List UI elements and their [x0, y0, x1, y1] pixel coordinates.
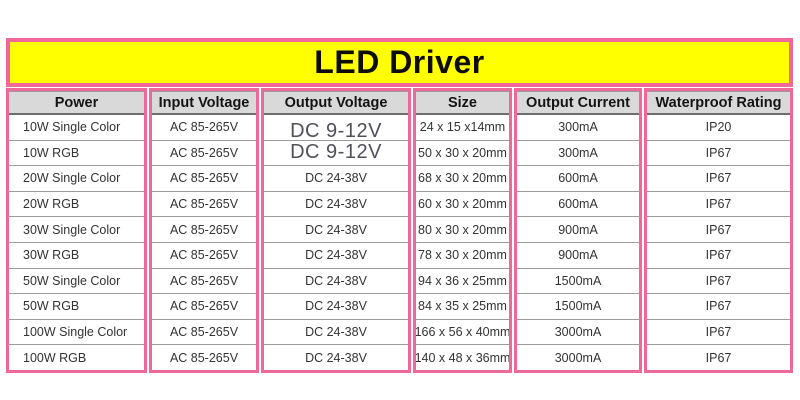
column-input_voltage: Input Voltage AC 85-265V AC 85-265V AC 85-2… — [149, 88, 259, 373]
cell-output_voltage: DC 24-38V — [264, 294, 408, 320]
page-title: LED Driver — [314, 44, 485, 80]
column-header-size: Size — [416, 91, 509, 115]
cell-input_voltage: AC 85-265V — [152, 294, 256, 320]
column-header-output_current: Output Current — [517, 91, 639, 115]
cell-output_current: 3000mA — [517, 320, 639, 346]
cell-waterproof: IP67 — [647, 294, 790, 320]
column-header-input_voltage: Input Voltage — [152, 91, 256, 115]
cell-input_voltage: AC 85-265V — [152, 166, 256, 192]
cell-power: 50W RGB — [9, 294, 144, 320]
cell-size: 78 x 30 x 20mm — [416, 243, 509, 269]
cell-input_voltage: AC 85-265V — [152, 217, 256, 243]
column-size: Size 24 x 15 x14mm 50 x 30 x 20mm 68 x 30 x… — [413, 88, 512, 373]
spec-table: Power 10W Single Color 10W RGB 20W Single C… — [6, 88, 793, 373]
cell-power: 30W Single Color — [9, 217, 144, 243]
cell-output_current: 300mA — [517, 141, 639, 167]
cell-power: 50W Single Color — [9, 269, 144, 295]
cell-input_voltage: AC 85-265V — [152, 320, 256, 346]
cell-output_voltage: DC 24-38V — [264, 269, 408, 295]
cell-output_voltage: DC 24-38V — [264, 243, 408, 269]
column-output_current: Output Current 300mA 300mA 600mA 600mA 900mA 9… — [514, 88, 642, 373]
column-header-waterproof: Waterproof Rating — [647, 91, 790, 115]
cell-waterproof: IP67 — [647, 166, 790, 192]
cell-output_current: 900mA — [517, 243, 639, 269]
cell-waterproof: IP67 — [647, 217, 790, 243]
cell-size: 80 x 30 x 20mm — [416, 217, 509, 243]
cell-output_voltage: DC 9-12V — [264, 141, 408, 167]
cell-size: 60 x 30 x 20mm — [416, 192, 509, 218]
cell-power: 20W Single Color — [9, 166, 144, 192]
column-waterproof: Waterproof Rating IP20 IP67 IP67 IP67 IP67 IP6… — [644, 88, 793, 373]
cell-power: 100W RGB — [23, 350, 87, 365]
cell-power: 20W RGB — [9, 192, 144, 218]
cell-waterproof: IP67 — [647, 141, 790, 167]
cell-size: 94 x 36 x 25mm — [416, 269, 509, 295]
cell-input_voltage: AC 85-265V — [152, 269, 256, 295]
cell-size: 68 x 30 x 20mm — [416, 166, 509, 192]
column-power: Power 10W Single Color 10W RGB 20W Single C… — [6, 88, 147, 373]
cell-waterproof: IP67 — [647, 243, 790, 269]
cell-output_current: 300mA — [517, 115, 639, 141]
column-header-power: Power — [9, 91, 144, 115]
cell-waterproof: IP67 — [647, 320, 790, 346]
cell-output_voltage: DC 24-38V — [305, 350, 367, 365]
cell-power: 100W Single Color — [9, 320, 144, 346]
cell-output_voltage: DC 24-38V — [264, 320, 408, 346]
cell-size: 24 x 15 x14mm — [416, 115, 509, 141]
cell-output_current: 600mA — [517, 166, 639, 192]
column-header-output_voltage: Output Voltage — [264, 91, 408, 115]
cell-input_voltage: AC 85-265V — [152, 243, 256, 269]
cell-output_voltage: DC 24-38V — [264, 192, 408, 218]
cell-input_voltage: AC 85-265V — [152, 115, 256, 141]
cell-output_current: 600mA — [517, 192, 639, 218]
cell-input_voltage: AC 85-265V — [152, 192, 256, 218]
cell-output_current: 1500mA — [517, 294, 639, 320]
cell-output_current: 900mA — [517, 217, 639, 243]
cell-output_current: 1500mA — [517, 269, 639, 295]
cell-input_voltage: AC 85-265V — [152, 141, 256, 167]
cell-waterproof: IP67 — [647, 192, 790, 218]
cell-size: 140 x 48 x 36mm — [414, 350, 511, 365]
cell-output_current: 3000mA — [554, 350, 602, 365]
cell-size: 50 x 30 x 20mm — [416, 141, 509, 167]
cell-output_voltage: DC 24-38V — [264, 217, 408, 243]
cell-size: 84 x 35 x 25mm — [416, 294, 509, 320]
cell-output_voltage: DC 9-12V — [264, 115, 408, 141]
cell-waterproof: IP67 — [705, 350, 732, 365]
cell-power: 30W RGB — [9, 243, 144, 269]
cell-power: 10W Single Color — [9, 115, 144, 141]
cell-power: 10W RGB — [9, 141, 144, 167]
cell-output_voltage: DC 24-38V — [264, 166, 408, 192]
title-banner: LED Driver — [6, 38, 793, 87]
cell-input_voltage: AC 85-265V — [169, 350, 239, 365]
cell-size: 166 x 56 x 40mm — [416, 320, 509, 346]
cell-waterproof: IP20 — [647, 115, 790, 141]
cell-waterproof: IP67 — [647, 269, 790, 295]
column-output_voltage: Output Voltage DC 9-12V DC 9-12V DC 24-38V D… — [261, 88, 411, 373]
